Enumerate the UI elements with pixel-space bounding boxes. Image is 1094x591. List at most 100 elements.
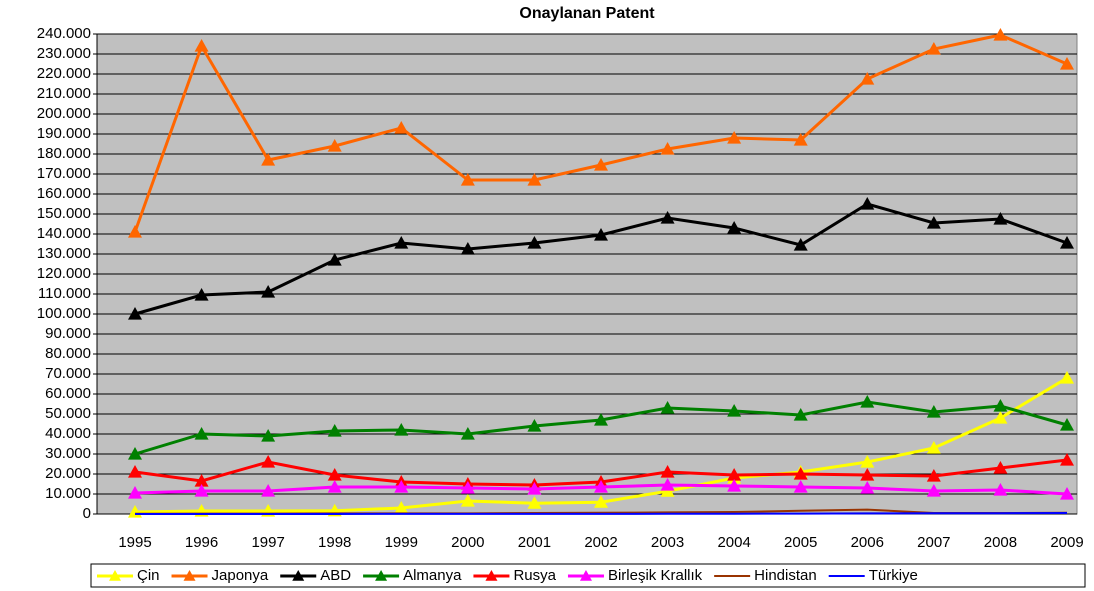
marker (926, 42, 941, 55)
marker (860, 72, 875, 85)
marker (594, 228, 608, 241)
legend-label: Rusya (513, 567, 556, 584)
marker (394, 423, 409, 436)
marker (793, 133, 808, 146)
marker (128, 447, 142, 460)
marker (194, 288, 209, 301)
marker (194, 39, 209, 52)
y-tick-label: 170.000 (37, 165, 91, 182)
marker (527, 496, 542, 509)
marker (860, 395, 875, 408)
marker (527, 173, 542, 186)
y-tick-label: 220.000 (37, 65, 91, 82)
y-tick-label: 160.000 (37, 185, 91, 202)
marker (860, 481, 875, 494)
x-tick-label: 1996 (185, 534, 218, 551)
marker (1060, 371, 1074, 384)
marker (261, 153, 276, 166)
marker (594, 413, 608, 426)
marker (394, 501, 409, 514)
marker (594, 480, 608, 493)
x-tick-label: 1998 (318, 534, 351, 551)
marker (460, 173, 475, 186)
marker (660, 401, 675, 414)
x-tick-label: 2002 (584, 534, 617, 551)
marker (128, 225, 142, 238)
y-tick-label: 60.000 (45, 385, 91, 402)
marker (460, 242, 475, 255)
y-tick-label: 0 (83, 505, 91, 522)
legend-marker (183, 570, 196, 581)
legend-label: Almanya (403, 567, 462, 584)
marker (527, 482, 542, 495)
marker (926, 216, 941, 229)
marker (261, 429, 276, 442)
marker (460, 481, 475, 494)
y-tick-label: 20.000 (45, 465, 91, 482)
y-tick-label: 50.000 (45, 405, 91, 422)
y-tick-label: 130.000 (37, 245, 91, 262)
marker (594, 158, 608, 171)
marker (727, 468, 742, 481)
y-tick-label: 30.000 (45, 445, 91, 462)
x-tick-label: 2004 (717, 534, 750, 551)
y-tick-label: 210.000 (37, 85, 91, 102)
marker (926, 484, 941, 497)
marker (327, 424, 342, 437)
marker (1060, 57, 1074, 70)
y-tick-label: 140.000 (37, 225, 91, 242)
legend-label: Japonya (212, 567, 269, 584)
marker (128, 486, 142, 499)
legend-marker (485, 570, 498, 581)
x-tick-label: 2000 (451, 534, 484, 551)
y-tick-label: 230.000 (37, 45, 91, 62)
marker (527, 236, 542, 249)
x-tick-label: 2007 (917, 534, 950, 551)
marker (194, 484, 209, 497)
marker (394, 236, 409, 249)
marker (793, 408, 808, 421)
marker (727, 479, 742, 492)
marker (860, 468, 875, 481)
marker (460, 427, 475, 440)
marker (660, 465, 675, 478)
marker (993, 411, 1008, 424)
y-tick-label: 200.000 (37, 105, 91, 122)
y-tick-label: 190.000 (37, 125, 91, 142)
legend-label: Birleşik Krallık (608, 567, 703, 584)
marker (327, 253, 342, 266)
marker (594, 495, 608, 508)
marker (261, 455, 276, 468)
x-tick-label: 1997 (251, 534, 284, 551)
marker (194, 427, 209, 440)
marker (993, 461, 1008, 474)
marker (261, 285, 276, 298)
marker (727, 221, 742, 234)
y-tick-label: 90.000 (45, 325, 91, 342)
marker (660, 478, 675, 491)
legend-marker (375, 570, 388, 581)
legend-label: ABD (320, 567, 351, 584)
x-tick-label: 2009 (1050, 534, 1083, 551)
marker (394, 480, 409, 493)
marker (860, 455, 875, 468)
y-tick-label: 70.000 (45, 365, 91, 382)
legend-label: Türkiye (869, 567, 918, 584)
marker (527, 419, 542, 432)
y-tick-label: 110.000 (38, 285, 91, 302)
marker (993, 399, 1008, 412)
legend-label: Hindistan (754, 567, 817, 584)
marker (926, 405, 941, 418)
marker (993, 28, 1008, 41)
marker (194, 474, 209, 487)
y-tick-label: 40.000 (45, 425, 91, 442)
y-tick-label: 180.000 (37, 145, 91, 162)
marker (727, 131, 742, 144)
marker (128, 465, 142, 478)
y-tick-label: 150.000 (37, 205, 91, 222)
legend-marker (292, 570, 305, 581)
marker (1060, 487, 1074, 500)
y-tick-label: 100.000 (37, 305, 91, 322)
marker (394, 121, 409, 134)
marker (327, 480, 342, 493)
